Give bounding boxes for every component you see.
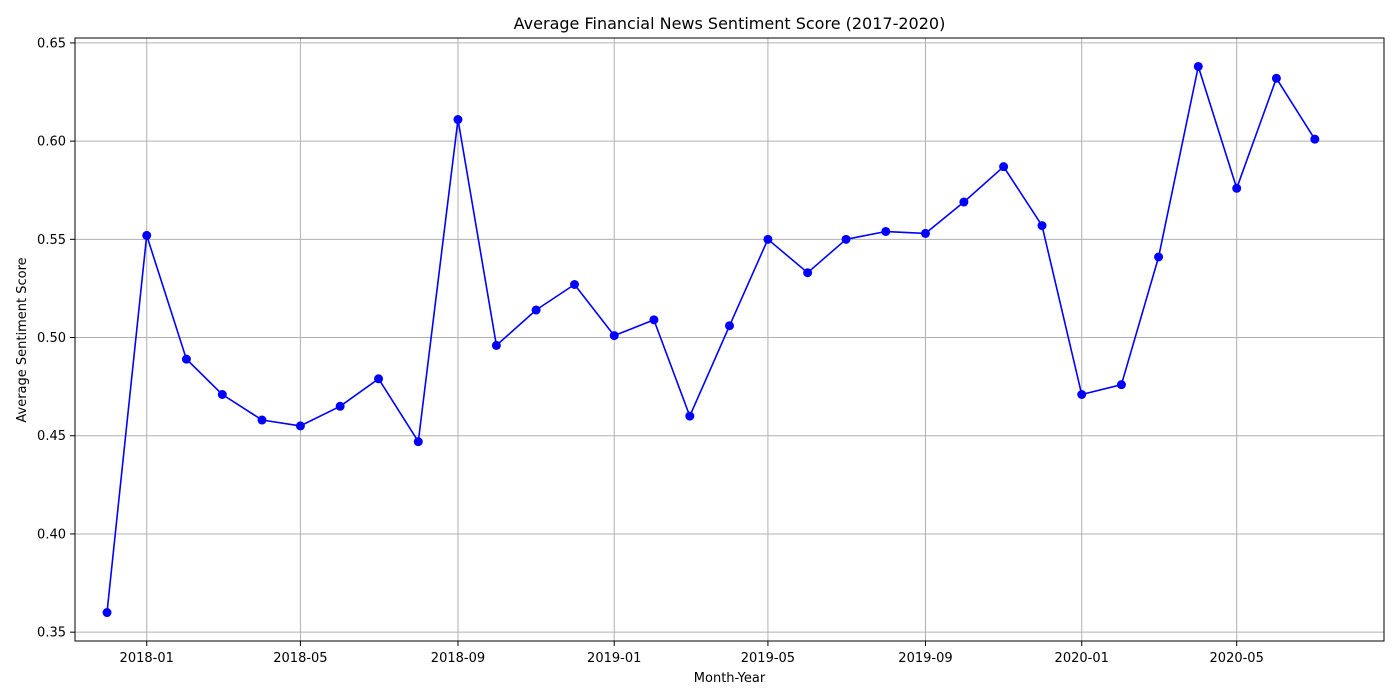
data-point [881, 226, 891, 236]
x-axis: 2018-01 2018-05 2018-09 2019-01 2019-05 2019-… [120, 641, 1264, 666]
data-point [142, 230, 152, 240]
series-layer [102, 61, 1320, 618]
data-point [1193, 61, 1203, 71]
data-point [725, 321, 734, 331]
data-point [102, 608, 112, 618]
x-tick-label: 2019-09 [898, 651, 952, 666]
y-tick-label: 0.65 [37, 36, 66, 51]
data-point [181, 354, 191, 364]
data-point [1310, 134, 1320, 144]
data-point [570, 280, 580, 290]
x-tick-label: 2020-05 [1210, 651, 1264, 666]
data-point [685, 411, 695, 421]
plot-area-frame [74, 37, 1385, 642]
data-point [763, 234, 773, 244]
data-point [374, 374, 384, 384]
grid [75, 38, 1384, 641]
y-tick-label: 0.60 [37, 135, 66, 150]
x-tick-label: 2018-01 [120, 651, 174, 666]
x-axis-label: Month-Year [694, 671, 766, 686]
x-tick-label: 2019-05 [741, 651, 795, 666]
data-point [1232, 183, 1242, 193]
data-point [920, 228, 930, 238]
y-tick-label: 0.40 [37, 527, 66, 542]
data-point [1077, 389, 1087, 399]
data-point [217, 389, 227, 399]
data-point [531, 305, 541, 315]
data-point [453, 115, 463, 125]
y-tick-label: 0.45 [37, 429, 66, 444]
x-tick-label: 2018-05 [273, 651, 327, 666]
chart-title: Average Financial News Sentiment Score (… [514, 14, 946, 33]
data-point [1154, 252, 1164, 262]
x-tick-label: 2019-01 [587, 651, 641, 666]
data-point [609, 331, 619, 341]
data-point [803, 268, 813, 278]
data-point [1037, 221, 1047, 231]
data-point [1271, 73, 1281, 83]
data-point [959, 197, 969, 207]
data-point [257, 415, 267, 425]
x-tick-label: 2020-01 [1055, 651, 1109, 666]
y-tick-label: 0.50 [37, 331, 66, 346]
data-point [491, 340, 501, 350]
data-point [1116, 380, 1126, 390]
data-point [649, 315, 659, 325]
data-point [295, 421, 305, 431]
x-tick-label: 2018-09 [431, 651, 485, 666]
y-axis: 0.35 0.40 0.45 0.50 0.55 0.60 0.65 [37, 36, 75, 641]
data-point [999, 162, 1009, 172]
data-point [413, 437, 423, 447]
data-point [335, 401, 345, 411]
y-tick-label: 0.55 [37, 233, 66, 248]
data-point [841, 234, 851, 244]
y-tick-label: 0.35 [37, 626, 66, 641]
y-axis-label: Average Sentiment Score [15, 257, 30, 422]
series-line [106, 65, 1316, 613]
